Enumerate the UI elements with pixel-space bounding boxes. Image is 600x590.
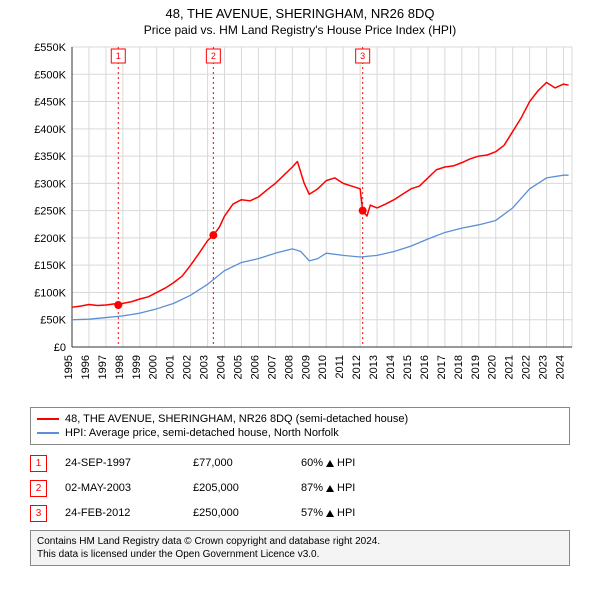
legend-item: 48, THE AVENUE, SHERINGHAM, NR26 8DQ (se… xyxy=(37,412,563,426)
chart-subtitle: Price paid vs. HM Land Registry's House … xyxy=(0,23,600,41)
svg-text:2011: 2011 xyxy=(334,355,346,379)
svg-text:2020: 2020 xyxy=(487,355,499,379)
event-price: £250,000 xyxy=(193,507,283,519)
legend-swatch xyxy=(37,418,59,420)
arrow-up-icon xyxy=(326,460,334,467)
chart-svg: £0 £50K £100K £150K £200K £250K £300K £350K £400… xyxy=(20,41,580,401)
svg-text:2: 2 xyxy=(211,51,216,61)
event-marker: 3 xyxy=(30,505,47,522)
svg-text:£450K: £450K xyxy=(34,96,66,108)
svg-text:1997: 1997 xyxy=(97,355,109,379)
svg-text:2000: 2000 xyxy=(148,355,160,379)
svg-text:£0: £0 xyxy=(54,342,66,354)
legend-swatch xyxy=(37,432,59,434)
svg-text:2019: 2019 xyxy=(470,355,482,379)
footer-attribution: Contains HM Land Registry data © Crown c… xyxy=(30,530,570,566)
svg-text:1996: 1996 xyxy=(80,355,92,379)
svg-text:2008: 2008 xyxy=(283,355,295,379)
chart-container: 48, THE AVENUE, SHERINGHAM, NR26 8DQ Pri… xyxy=(0,0,600,590)
event-pct: 57%HPI xyxy=(301,507,355,519)
svg-text:£500K: £500K xyxy=(34,69,66,81)
svg-text:£350K: £350K xyxy=(34,151,66,163)
svg-text:£400K: £400K xyxy=(34,124,66,136)
event-date: 02-MAY-2003 xyxy=(65,482,175,494)
svg-text:2016: 2016 xyxy=(419,355,431,379)
svg-text:2022: 2022 xyxy=(521,355,533,379)
arrow-up-icon xyxy=(326,510,334,517)
svg-text:1998: 1998 xyxy=(114,355,126,379)
svg-text:£100K: £100K xyxy=(34,287,66,299)
event-row: 2 02-MAY-2003 £205,000 87%HPI xyxy=(30,476,570,501)
event-marker: 2 xyxy=(30,480,47,497)
legend: 48, THE AVENUE, SHERINGHAM, NR26 8DQ (se… xyxy=(30,407,570,445)
event-pct: 87%HPI xyxy=(301,482,355,494)
chart-title: 48, THE AVENUE, SHERINGHAM, NR26 8DQ xyxy=(0,0,600,23)
svg-text:2018: 2018 xyxy=(453,355,465,379)
svg-text:2014: 2014 xyxy=(385,355,397,379)
events-table: 1 24-SEP-1997 £77,000 60%HPI 2 02-MAY-2003 £20… xyxy=(30,451,570,526)
event-price: £205,000 xyxy=(193,482,283,494)
legend-item: HPI: Average price, semi-detached house,… xyxy=(37,426,563,440)
svg-text:2004: 2004 xyxy=(216,355,228,379)
event-date: 24-SEP-1997 xyxy=(65,457,175,469)
footer-line-1: Contains HM Land Registry data © Crown c… xyxy=(37,535,563,548)
svg-text:£150K: £150K xyxy=(34,260,66,272)
svg-text:2009: 2009 xyxy=(300,355,312,379)
chart-plot: £0 £50K £100K £150K £200K £250K £300K £350K £400… xyxy=(20,41,580,401)
svg-text:2006: 2006 xyxy=(249,355,261,379)
svg-text:2023: 2023 xyxy=(538,355,550,379)
svg-text:£550K: £550K xyxy=(34,42,66,54)
event-price: £77,000 xyxy=(193,457,283,469)
svg-text:2007: 2007 xyxy=(266,355,278,379)
footer-line-2: This data is licensed under the Open Gov… xyxy=(37,548,563,561)
svg-text:£250K: £250K xyxy=(34,206,66,218)
svg-text:2012: 2012 xyxy=(351,355,363,379)
svg-text:£50K: £50K xyxy=(40,315,66,327)
event-marker: 1 xyxy=(30,455,47,472)
legend-label: 48, THE AVENUE, SHERINGHAM, NR26 8DQ (se… xyxy=(65,413,408,425)
svg-text:2021: 2021 xyxy=(504,355,516,379)
legend-label: HPI: Average price, semi-detached house,… xyxy=(65,427,339,439)
event-date: 24-FEB-2012 xyxy=(65,507,175,519)
svg-text:2015: 2015 xyxy=(402,355,414,379)
event-row: 1 24-SEP-1997 £77,000 60%HPI xyxy=(30,451,570,476)
svg-text:2002: 2002 xyxy=(182,355,194,379)
svg-text:2024: 2024 xyxy=(555,355,567,379)
svg-text:1995: 1995 xyxy=(63,355,75,379)
svg-text:1: 1 xyxy=(116,51,121,61)
svg-text:2003: 2003 xyxy=(199,355,211,379)
event-row: 3 24-FEB-2012 £250,000 57%HPI xyxy=(30,501,570,526)
event-pct: 60%HPI xyxy=(301,457,355,469)
svg-text:£200K: £200K xyxy=(34,233,66,245)
svg-text:3: 3 xyxy=(360,51,365,61)
arrow-up-icon xyxy=(326,485,334,492)
svg-text:2010: 2010 xyxy=(317,355,329,379)
svg-text:2013: 2013 xyxy=(368,355,380,379)
svg-text:2005: 2005 xyxy=(232,355,244,379)
svg-text:2001: 2001 xyxy=(165,355,177,379)
svg-text:2017: 2017 xyxy=(436,355,448,379)
svg-text:£300K: £300K xyxy=(34,178,66,190)
svg-text:1999: 1999 xyxy=(131,355,143,379)
